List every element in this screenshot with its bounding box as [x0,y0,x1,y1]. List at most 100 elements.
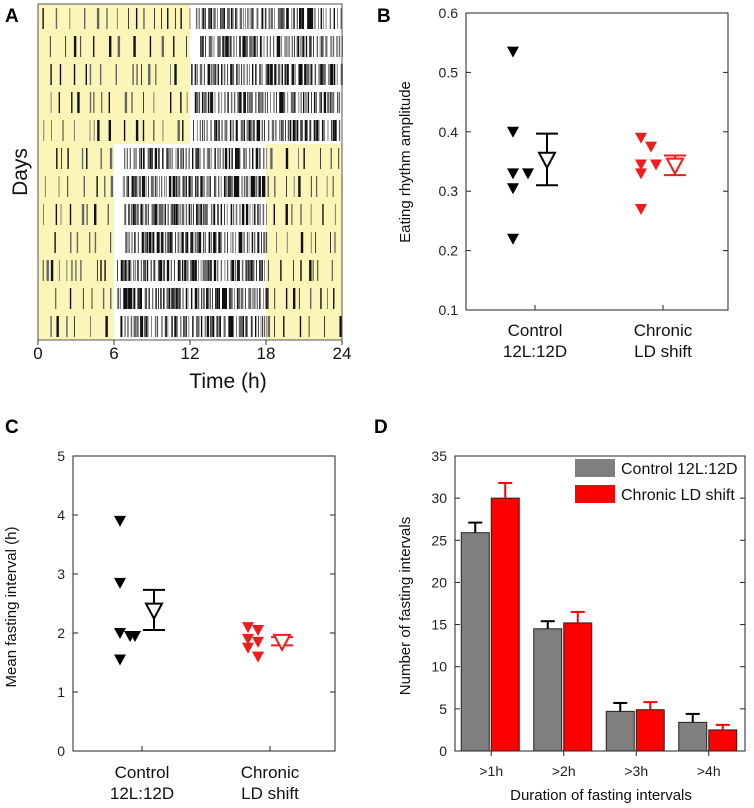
eating-event-bar [196,148,198,169]
eating-event-bar [230,8,233,29]
eating-event-bar [224,120,226,141]
eating-event-bar [144,148,145,169]
eating-event-bar [89,64,92,85]
eating-event-bar [233,36,235,57]
eating-event-bar [230,260,232,281]
data-point [242,633,254,645]
eating-event-bar [134,204,135,225]
eating-event-bar [223,288,226,309]
eating-event-bar [216,288,219,309]
eating-event-bar [291,204,293,225]
eating-event-bar [138,176,142,197]
eating-event-bar [225,176,227,197]
eating-event-bar [290,92,294,113]
eating-event-bar [151,316,152,337]
eating-event-bar [140,316,144,337]
eating-event-bar [142,232,145,253]
eating-event-bar [261,36,263,57]
eating-event-bar [303,148,305,169]
eating-event-bar [170,260,172,281]
eating-event-bar [192,232,194,253]
eating-event-bar [243,232,245,253]
eating-event-bar [133,288,136,309]
eating-event-bar [229,120,232,141]
eating-event-bar [120,288,121,309]
eating-event-bar [233,92,236,113]
eating-event-bar [312,260,314,281]
eating-event-bar [150,260,152,281]
eating-event-bar [167,148,169,169]
eating-event-bar [196,92,199,113]
data-point [129,630,141,642]
eating-event-bar [280,92,284,113]
eating-event-bar [285,204,288,225]
eating-event-bar [93,120,95,141]
eating-event-bar [259,288,261,309]
panel-a: A 0 6 12 18 24 Time (h) Days [5,3,351,393]
eating-event-bar [252,204,254,225]
eating-event-bar [170,148,172,169]
eating-event-bar [248,92,251,113]
eating-event-bar [258,176,261,197]
eating-event-bar [195,8,198,29]
eating-event-bar [185,176,187,197]
eating-event-bar [260,316,262,337]
eating-event-bar [281,120,284,141]
eating-event-bar [309,36,311,57]
eating-event-bar [273,92,275,113]
y-tick-label: 30 [431,490,447,506]
eating-event-bar [213,260,217,281]
y-tick-label: 0 [439,743,447,759]
eating-event-bar [288,36,290,57]
eating-event-bar [320,8,323,29]
eating-event-bar [144,204,148,225]
eating-event-bar [132,176,134,197]
eating-event-bar [155,176,156,197]
eating-event-bar [197,148,199,169]
eating-event-bar [209,288,211,309]
eating-event-bar [153,176,155,197]
eating-event-bar [67,176,69,197]
eating-event-bar [258,64,262,85]
eating-event-bar [247,316,248,337]
y-tick-label: 3 [57,566,65,582]
eating-event-bar [214,176,217,197]
light-phase-block [38,144,114,340]
eating-event-bar [69,8,71,29]
eating-event-bar [56,148,58,169]
eating-event-bar [125,204,127,225]
eating-event-bar [230,92,233,113]
eating-event-bar [204,316,206,337]
eating-event-bar [149,288,150,309]
eating-event-bar [209,8,212,29]
eating-event-bar [128,8,129,29]
eating-event-bar [167,316,169,337]
eating-event-bar [221,92,223,113]
eating-event-bar [298,92,300,113]
eating-event-bar [300,260,302,281]
eating-event-bar [296,36,298,57]
eating-event-bar [201,36,204,57]
eating-event-bar [218,232,221,253]
eating-event-bar [325,8,327,29]
bar [533,628,563,752]
eating-event-bar [181,232,184,253]
eating-event-bar [316,176,318,197]
eating-event-bar [128,288,131,309]
eating-event-bar [183,316,185,337]
eating-event-bar [148,232,151,253]
eating-event-bar [266,36,268,57]
eating-event-bar [163,288,165,309]
eating-event-bar [277,36,281,57]
eating-event-bar [223,176,226,197]
eating-event-bar [274,176,276,197]
eating-event-bar [265,316,267,337]
eating-event-bar [194,92,198,113]
eating-event-bar [264,232,266,253]
eating-event-bar [90,316,91,337]
eating-event-bar [210,64,212,85]
eating-event-bar [154,8,155,29]
y-axis-title: Mean fasting interval (h) [3,527,20,688]
eating-event-bar [243,120,245,141]
eating-event-bar [224,148,228,169]
